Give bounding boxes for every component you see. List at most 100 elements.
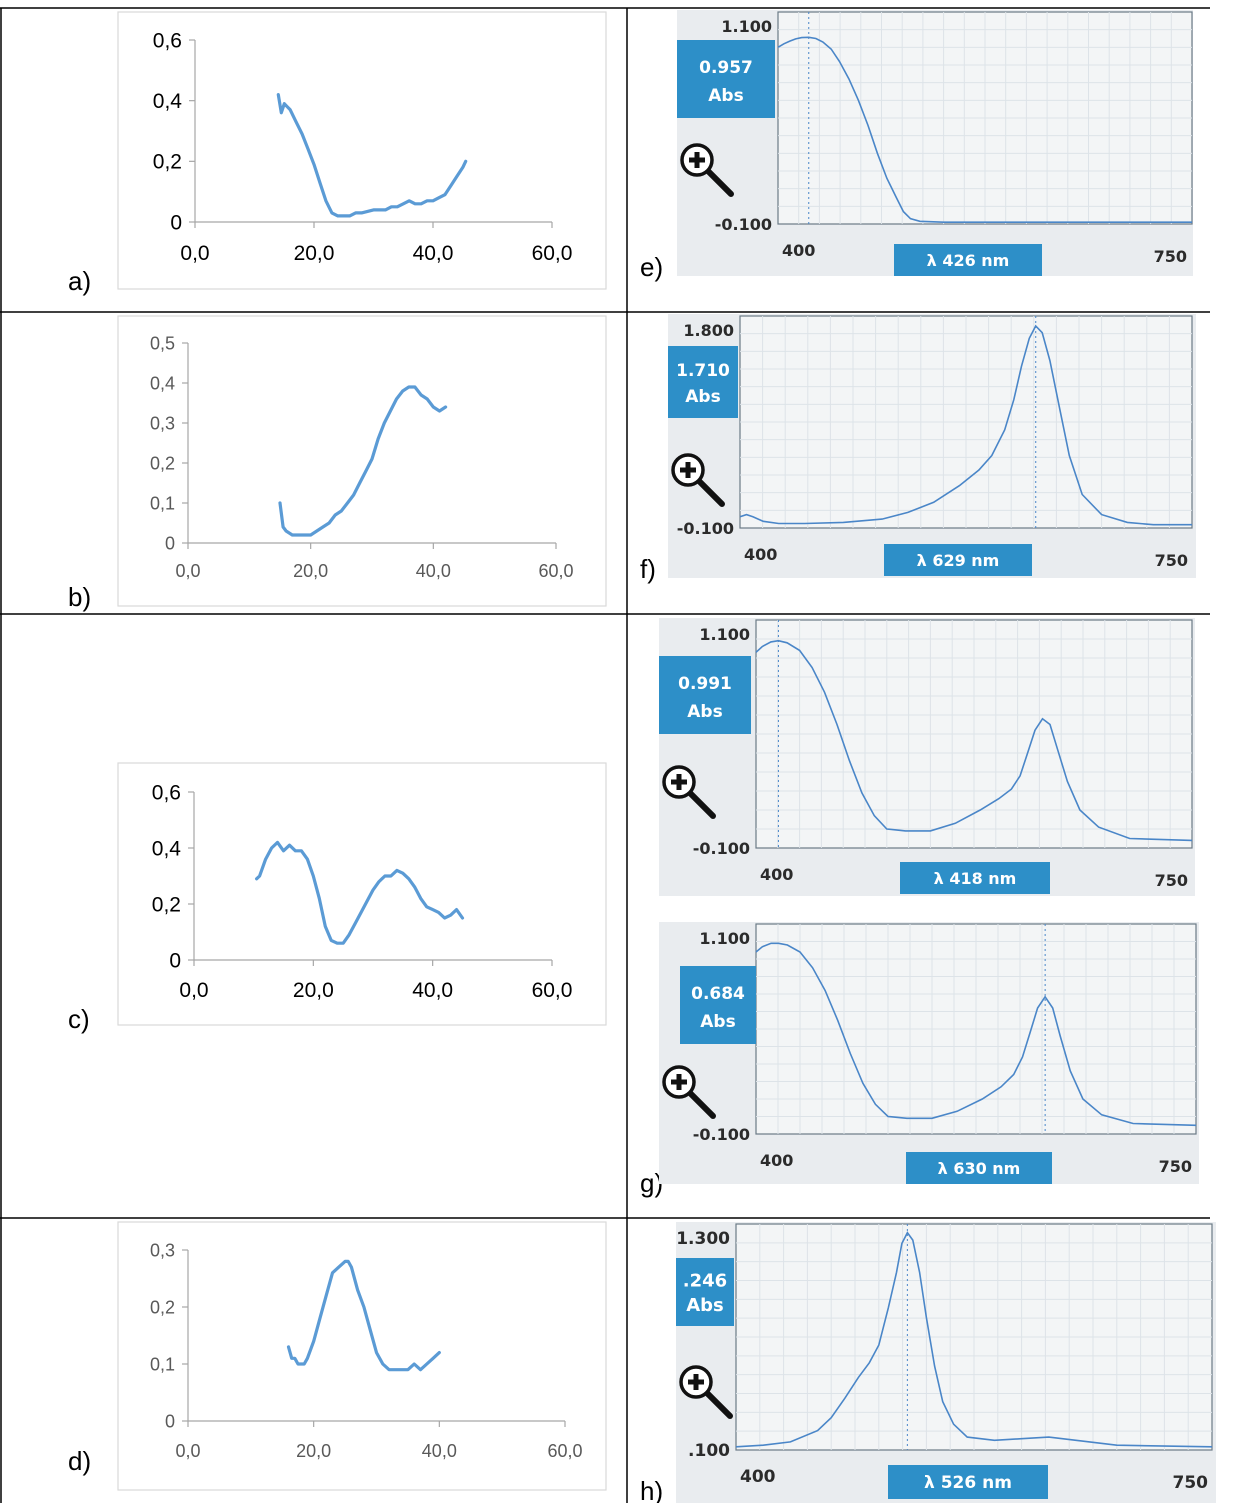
x-tick-label: 0,0 xyxy=(175,561,200,581)
chart-d: 0 0,1 0,2 0,3 0,0 20,0 40,0 60,0 xyxy=(117,1221,607,1491)
y-tick-label: 0,3 xyxy=(150,1240,175,1260)
absorbance-readout-badge xyxy=(676,1258,734,1326)
y-max-label: 1.800 xyxy=(683,321,734,340)
absorbance-readout-unit: Abs xyxy=(685,387,720,407)
y-tick-label: 0,6 xyxy=(152,781,181,804)
y-max-label: 1.100 xyxy=(721,17,772,36)
zoom-in-icon[interactable] xyxy=(679,1365,733,1419)
panel-label-f: f) xyxy=(640,554,656,584)
y-min-label: -0.100 xyxy=(715,215,772,234)
y-max-label: 1.100 xyxy=(699,929,750,948)
y-tick-label: 0 xyxy=(165,1411,175,1431)
x-end-label: 750 xyxy=(1154,247,1187,266)
y-min-label: .100 xyxy=(688,1441,730,1461)
y-tick-label: 0,4 xyxy=(153,90,183,113)
x-tick-label: 40,0 xyxy=(416,561,451,581)
panel-label-g: g) xyxy=(640,1168,663,1198)
wavelength-readout-badge xyxy=(906,1152,1052,1184)
zoom-in-icon[interactable] xyxy=(662,1065,716,1119)
x-end-label: 750 xyxy=(1159,1157,1192,1176)
absorbance-curve xyxy=(755,942,1197,1127)
y-tick-label: 0,2 xyxy=(150,453,175,473)
wavelength-readout-label: λ 630 nm xyxy=(938,1159,1021,1178)
zoom-in-icon[interactable] xyxy=(662,765,716,819)
x-tick-label: 0,0 xyxy=(180,242,209,265)
chart-frame xyxy=(117,762,607,1026)
y-tick-label: 0,2 xyxy=(153,151,182,174)
x-tick-label: 40,0 xyxy=(413,242,454,265)
absorbance-curve xyxy=(739,324,1192,526)
series-line xyxy=(286,1259,441,1372)
y-tick-label: 0,6 xyxy=(153,29,182,52)
table-grid xyxy=(0,7,1210,1503)
panel-label-h: h) xyxy=(640,1476,663,1503)
x-start-label: 400 xyxy=(760,1151,793,1170)
x-end-label: 750 xyxy=(1155,871,1188,890)
chart-frame xyxy=(117,315,607,607)
x-tick-label: 60,0 xyxy=(532,979,573,1002)
wavelength-readout-label: λ 629 nm xyxy=(917,551,1000,570)
spectrum-screen-g-top: 1.100 -0.100 0.991 Abs 400 750 λ 418 nm xyxy=(659,618,1195,896)
absorbance-readout-unit: Abs xyxy=(700,1012,735,1032)
absorbance-readout-value: 0.957 xyxy=(699,58,753,78)
absorbance-readout-unit: Abs xyxy=(687,702,722,722)
panel-label-c: c) xyxy=(68,1004,90,1034)
y-max-label: 1.300 xyxy=(676,1229,730,1249)
y-tick-label: 0,4 xyxy=(152,837,182,860)
y-tick-label: 0,5 xyxy=(150,333,175,353)
y-tick-label: 0,4 xyxy=(150,373,175,393)
series-line xyxy=(278,385,448,537)
x-end-label: 750 xyxy=(1155,551,1188,570)
x-start-label: 400 xyxy=(744,545,777,564)
zoom-in-icon[interactable] xyxy=(671,453,725,507)
x-tick-label: 60,0 xyxy=(547,1441,582,1461)
y-tick-label: 0,1 xyxy=(150,1354,175,1374)
absorbance-readout-value: 0.991 xyxy=(678,674,732,694)
y-tick-label: 0 xyxy=(169,949,181,972)
x-start-label: 400 xyxy=(740,1467,776,1487)
chart-a: 0 0,2 0,4 0,6 0,0 20,0 40,0 60,0 xyxy=(117,11,607,290)
wavelength-readout-label: λ 426 nm xyxy=(927,251,1010,270)
spectrum-screen-g-bottom: 1.100 -0.100 0.684 Abs 400 750 λ 630 nm xyxy=(659,922,1199,1184)
wavelength-readout-badge xyxy=(894,244,1042,276)
chart-b: 0 0,1 0,2 0,3 0,4 0,5 0,0 20,0 40,0 60,0 xyxy=(117,315,607,607)
panel-label-a: a) xyxy=(68,266,91,296)
absorbance-readout-value: 0.684 xyxy=(691,984,745,1004)
absorbance-readout-value: 1.710 xyxy=(676,361,730,381)
x-tick-label: 20,0 xyxy=(296,1441,331,1461)
y-tick-label: 0,1 xyxy=(150,493,175,513)
y-tick-label: 0 xyxy=(165,533,175,553)
x-tick-label: 40,0 xyxy=(422,1441,457,1461)
wavelength-readout-badge xyxy=(884,544,1032,576)
y-min-label: -0.100 xyxy=(693,1125,750,1144)
absorbance-curve xyxy=(735,1231,1213,1448)
panel-label-b: b) xyxy=(68,582,91,612)
series-line xyxy=(255,840,465,945)
absorbance-readout-unit: Abs xyxy=(708,86,743,106)
x-start-label: 400 xyxy=(782,241,815,260)
series-line xyxy=(276,93,468,218)
y-tick-label: 0,3 xyxy=(150,413,175,433)
absorbance-curve xyxy=(777,36,1192,223)
absorbance-readout-badge xyxy=(659,656,751,734)
wavelength-readout-label: λ 526 nm xyxy=(924,1473,1012,1493)
x-tick-label: 20,0 xyxy=(293,979,334,1002)
y-tick-label: 0 xyxy=(170,211,182,234)
absorbance-curve xyxy=(755,639,1193,842)
spectrum-screen-h: 1.300 .100 .246 Abs 400 750 λ 526 nm xyxy=(676,1222,1216,1503)
zoom-in-icon[interactable] xyxy=(680,143,734,197)
y-min-label: -0.100 xyxy=(677,519,734,538)
y-max-label: 1.100 xyxy=(699,625,750,644)
absorbance-readout-badge xyxy=(680,966,756,1044)
x-tick-label: 60,0 xyxy=(532,242,573,265)
chart-frame xyxy=(117,11,607,290)
panel-label-e: e) xyxy=(640,252,663,282)
spectrum-screen-f: 1.800 -0.100 1.710 Abs 400 750 λ 629 nm xyxy=(668,314,1196,578)
absorbance-readout-badge xyxy=(677,40,775,118)
x-tick-label: 0,0 xyxy=(175,1441,200,1461)
absorbance-readout-value: .246 xyxy=(683,1271,727,1292)
wavelength-readout-badge xyxy=(888,1465,1048,1499)
absorbance-readout-badge xyxy=(668,346,738,418)
wavelength-readout-badge xyxy=(900,862,1050,894)
